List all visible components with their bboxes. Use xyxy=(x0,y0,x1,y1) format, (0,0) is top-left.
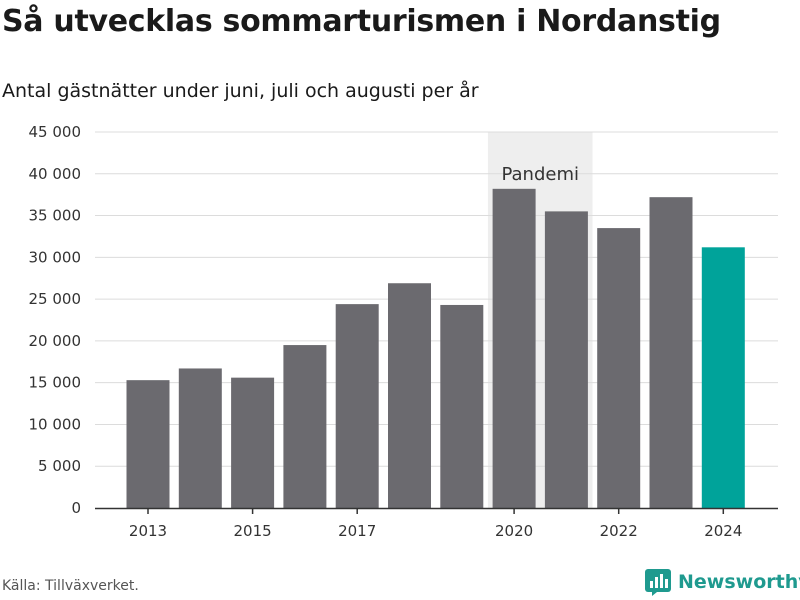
bar-2021 xyxy=(544,211,588,508)
x-tick-label: 2017 xyxy=(338,522,376,540)
newsworthy-logo-icon xyxy=(645,569,671,596)
x-tick-label: 2020 xyxy=(495,522,533,540)
chart-subtitle: Antal gästnätter under juni, juli och au… xyxy=(2,80,479,102)
y-tick-label: 35 000 xyxy=(29,207,82,225)
bar-2020 xyxy=(492,188,536,508)
y-tick-label: 30 000 xyxy=(29,248,82,266)
x-tick-label: 2022 xyxy=(600,522,638,540)
bar-2016 xyxy=(283,345,327,508)
y-tick-label: 20 000 xyxy=(29,332,82,350)
brand-name: Newsworthy xyxy=(678,571,800,593)
bar-2024 xyxy=(701,247,745,508)
bar-2023 xyxy=(649,197,693,508)
x-tick-label: 2013 xyxy=(129,522,167,540)
bar-2017 xyxy=(335,304,379,508)
bar-2014 xyxy=(178,368,222,508)
annotation-label: Pandemi xyxy=(501,164,579,185)
bar-2022 xyxy=(597,228,641,509)
bar-2019 xyxy=(440,304,484,508)
bar-chart: 0 5 000 10 000 15 000 20 000 25 000 30 000 35 0… xyxy=(29,123,778,540)
bar-2013 xyxy=(126,380,170,508)
y-tick-label: 10 000 xyxy=(29,415,82,433)
y-tick-label: 25 000 xyxy=(29,290,82,308)
source-note: Källa: Tillväxverket. xyxy=(2,578,139,594)
bar-2015 xyxy=(231,377,275,508)
y-tick-label: 45 000 xyxy=(29,123,82,141)
y-tick-label: 5 000 xyxy=(38,457,81,475)
y-tick-label: 40 000 xyxy=(29,165,82,183)
bar-2018 xyxy=(388,283,431,508)
y-tick-label: 0 xyxy=(71,499,81,517)
y-tick-label: 15 000 xyxy=(29,374,82,392)
chart-title: Så utvecklas sommarturismen i Nordanstig xyxy=(2,4,721,39)
x-tick-label: 2024 xyxy=(704,522,742,540)
x-tick-label: 2015 xyxy=(234,522,272,540)
brand-logo: Newsworthy xyxy=(644,568,800,596)
